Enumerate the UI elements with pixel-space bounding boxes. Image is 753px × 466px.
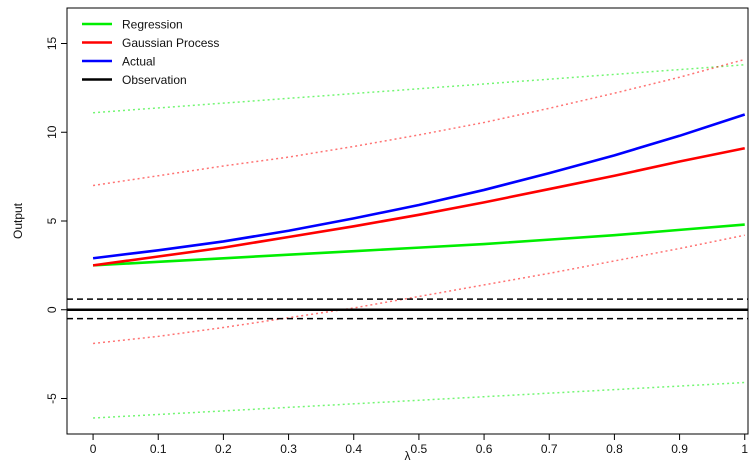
- y-tick-label: 0: [45, 306, 59, 313]
- y-tick-label: 10: [45, 125, 59, 139]
- x-axis-label: λ: [405, 449, 411, 463]
- x-tick-label: 1: [741, 442, 748, 456]
- series-line-gaussian-process-lower-bound: [92, 234, 745, 345]
- legend-entry: Observation: [122, 73, 187, 87]
- x-tick-label: 0: [90, 442, 97, 456]
- y-tick-label: 15: [45, 37, 59, 51]
- series-line-gaussian-process: [92, 146, 746, 267]
- legend-entry: Gaussian Process: [122, 36, 219, 50]
- x-tick-label: 0.2: [215, 442, 232, 456]
- y-tick-label: 5: [45, 217, 59, 224]
- x-tick-label: 0.1: [150, 442, 167, 456]
- legend-entry: Actual: [122, 55, 155, 69]
- x-tick-label: 0.3: [280, 442, 297, 456]
- x-tick-label: 0.8: [606, 442, 623, 456]
- series-line-actual: [92, 113, 746, 260]
- x-tick-label: 0.7: [541, 442, 558, 456]
- plot-frame: [66, 7, 749, 435]
- series-line-regression: [92, 223, 745, 267]
- x-tick-label: 0.9: [671, 442, 688, 456]
- x-tick-label: 0.4: [345, 442, 362, 456]
- x-tick-label: 0.5: [411, 442, 428, 456]
- y-tick-label: -5: [45, 393, 59, 404]
- x-tick-label: 0.6: [476, 442, 493, 456]
- series-line-gaussian-process-upper-bound: [92, 58, 745, 187]
- series-line-regression-upper-bound: [93, 64, 745, 114]
- legend-entry: Regression: [122, 18, 183, 32]
- series-line-regression-lower-bound: [93, 381, 745, 419]
- y-axis-label: Output: [11, 202, 25, 239]
